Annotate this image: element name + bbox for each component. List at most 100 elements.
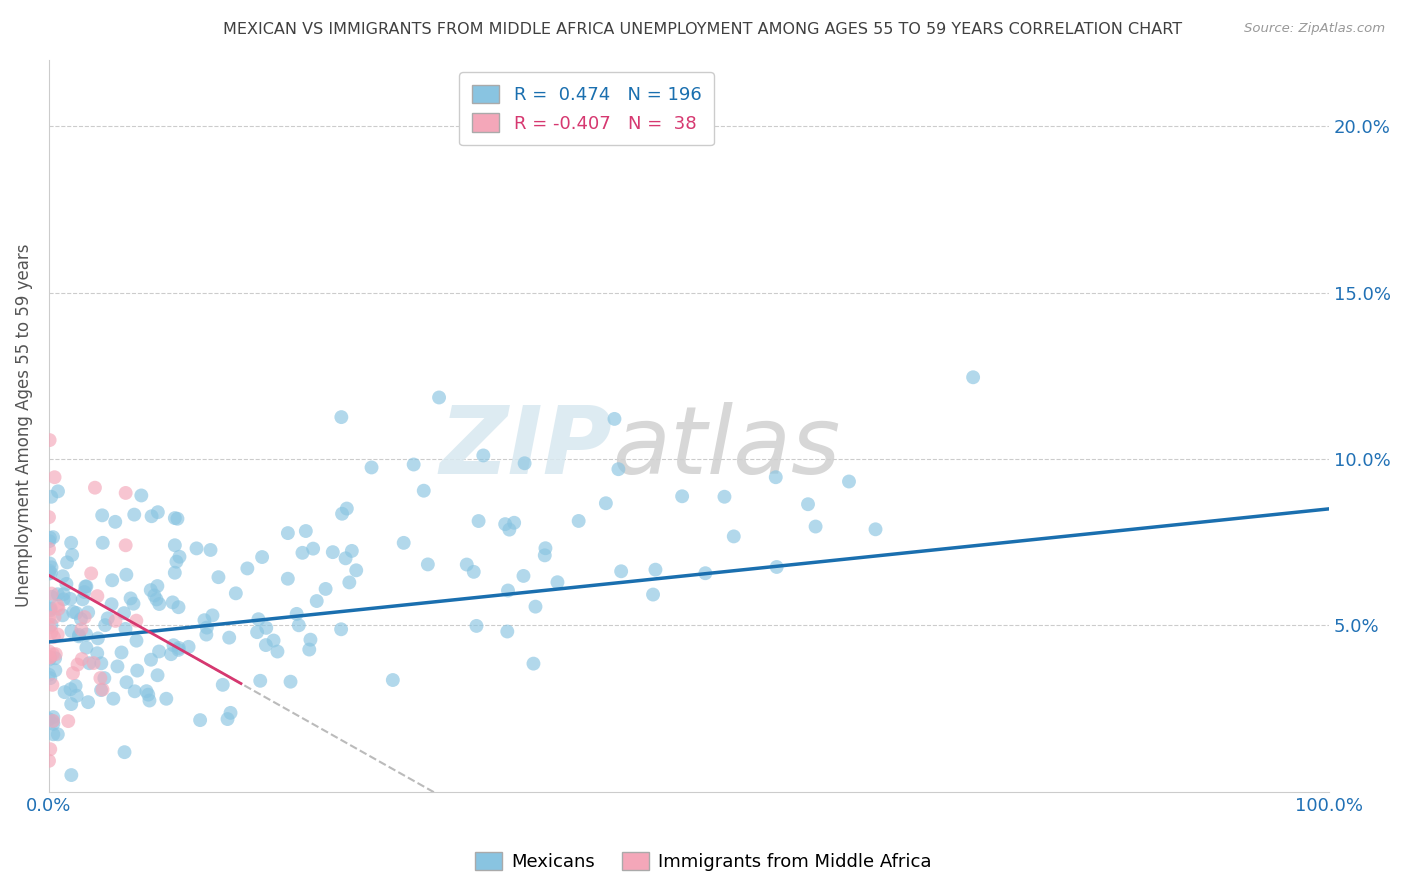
Point [139, 653, 162, 667]
Point [148, 644, 170, 658]
Point [38, 557, 60, 571]
Point [114, 622, 136, 636]
Point [322, 545, 344, 559]
Point [146, 579, 169, 593]
Text: ZIP: ZIP [439, 401, 612, 493]
Point [48, 602, 70, 616]
Point [60, 768, 83, 782]
Point [145, 592, 167, 607]
Point [139, 583, 162, 598]
Point [266, 644, 288, 658]
Point [52, 608, 75, 623]
Point [217, 712, 239, 726]
Point [42, 727, 65, 741]
Point [45, 647, 67, 661]
Point [56, 555, 79, 569]
Point [39, 671, 62, 685]
Point [225, 586, 247, 600]
Point [84, 481, 107, 495]
Point [166, 512, 188, 526]
Point [463, 565, 485, 579]
Point [838, 475, 860, 489]
Point [38, 534, 60, 549]
Point [494, 517, 516, 532]
Point [131, 488, 153, 502]
Point [46, 599, 69, 613]
Point [91, 508, 114, 523]
Point [503, 516, 526, 530]
Point [94, 618, 117, 632]
Point [167, 600, 190, 615]
Point [67, 629, 90, 643]
Point [62, 666, 84, 681]
Point [72, 592, 94, 607]
Point [41, 586, 63, 600]
Point [39, 566, 62, 580]
Point [315, 582, 337, 596]
Point [201, 608, 224, 623]
Point [59, 591, 82, 606]
Point [39, 650, 62, 665]
Point [86, 646, 108, 660]
Point [42, 716, 65, 731]
Point [330, 507, 353, 521]
Point [38, 510, 60, 524]
Point [97, 611, 120, 625]
Point [177, 640, 200, 654]
Point [122, 597, 145, 611]
Point [402, 458, 425, 472]
Point [291, 546, 314, 560]
Point [336, 501, 359, 516]
Point [101, 574, 124, 588]
Point [277, 526, 299, 541]
Point [42, 647, 65, 661]
Point [41, 617, 63, 632]
Point [114, 538, 136, 552]
Point [534, 541, 557, 556]
Point [77, 606, 100, 620]
Point [39, 742, 62, 756]
Point [46, 627, 69, 641]
Legend: Mexicans, Immigrants from Middle Africa: Mexicans, Immigrants from Middle Africa [468, 845, 938, 879]
Point [195, 621, 218, 635]
Point [340, 544, 363, 558]
Point [427, 391, 450, 405]
Point [67, 628, 90, 642]
Point [65, 606, 87, 620]
Point [38, 610, 60, 624]
Point [236, 561, 259, 575]
Point [607, 462, 630, 476]
Point [42, 530, 65, 544]
Point [472, 449, 495, 463]
Point [865, 522, 887, 536]
Point [155, 691, 177, 706]
Point [148, 597, 170, 611]
Point [41, 678, 63, 692]
Point [247, 612, 270, 626]
Point [103, 691, 125, 706]
Point [41, 590, 63, 604]
Point [249, 673, 271, 688]
Point [42, 714, 65, 728]
Point [114, 745, 136, 759]
Point [125, 633, 148, 648]
Point [302, 541, 325, 556]
Point [188, 713, 211, 727]
Text: atlas: atlas [612, 402, 841, 493]
Point [143, 589, 166, 603]
Point [115, 675, 138, 690]
Text: Source: ZipAtlas.com: Source: ZipAtlas.com [1244, 22, 1385, 36]
Point [73, 610, 96, 624]
Point [163, 566, 186, 580]
Point [127, 664, 149, 678]
Point [42, 630, 65, 644]
Point [120, 591, 142, 606]
Point [288, 618, 311, 632]
Point [66, 657, 89, 672]
Point [39, 603, 62, 617]
Point [285, 607, 308, 621]
Point [39, 490, 62, 504]
Point [207, 570, 229, 584]
Point [162, 595, 184, 609]
Point [62, 605, 84, 619]
